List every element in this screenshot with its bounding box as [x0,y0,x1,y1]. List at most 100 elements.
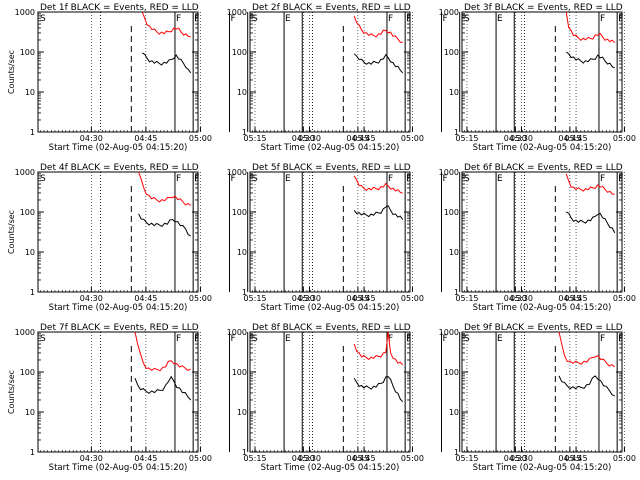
flag-label: E [497,174,503,184]
flag-label: F [600,174,605,184]
y-tick-label: 1 [242,288,247,297]
series-line-lld [353,332,404,366]
chart-panel-8: Det 8f BLACK = Events, RED = LLD11010010… [227,323,588,473]
series-line-events [353,376,404,403]
x-axis-label: Start Time (02-Aug-05 04:15:20) [261,303,400,313]
x-tick-label: 05:30 [298,454,321,463]
flag-label: F [194,334,199,344]
series-line-events [353,205,404,220]
y-tick-label: 10 [25,408,35,417]
flag-label: E [497,14,503,24]
flag-label: F [618,14,623,24]
flag-label: F [194,14,199,24]
y-tick-label: 1 [454,288,459,297]
plot-frame [249,171,411,293]
flag-label: S [40,174,46,184]
y-tick-label: 100 [444,48,459,57]
y-axis-label: Counts/sec [7,50,16,94]
flag-label: F [443,14,448,24]
series-line-events [141,52,192,74]
panel-title: Det 2f BLACK = Events, RED = LLD [252,3,411,13]
y-tick-label: 100 [20,208,35,217]
flag-label: F [176,174,181,184]
y-tick-label: 100 [444,368,459,377]
y-axis-label: Counts/sec [7,210,16,254]
y-tick-label: 1000 [439,8,459,17]
flag-label: F [249,174,254,184]
plot-frame [461,11,623,133]
panel-title: Det 3f BLACK = Events, RED = LLD [464,3,623,13]
chart-panel-1: Det 1f BLACK = Events, RED = LLD11010010… [7,3,376,153]
y-tick-label: 1000 [439,168,459,177]
x-tick-label: 05:00 [613,454,636,463]
x-tick-label: 05:45 [565,134,588,143]
chart-panel-2: Det 2f BLACK = Events, RED = LLD 1 10 100 10… [227,3,588,153]
flag-label: S [252,174,258,184]
series-line-lld [565,11,616,44]
plot-frame [37,11,199,133]
series-line-lld [558,331,616,368]
flag-label: F [461,174,466,184]
flag-label: S [252,334,258,344]
x-tick-label: 05:00 [189,294,212,303]
x-axis-label: Start Time (02-Aug-05 04:15:20) [473,463,612,473]
x-axis-label: Start Time (02-Aug-05 04:15:20) [473,143,612,153]
flag-label: F [388,14,393,24]
y-tick-label: 10 [25,248,35,257]
y-tick-label: 1000 [439,328,459,337]
y-tick-label: 10 [237,88,247,97]
flag-label: S [464,14,470,24]
y-tick-label: 1 [242,128,247,137]
panel-title: Det 7f BLACK = Events, RED = LLD [40,323,199,333]
chart-panel-3: Det 3f BLACK = Events, RED = LLD 1 10 100 10… [439,3,636,153]
panel-title: Det 9f BLACK = Events, RED = LLD [464,323,623,333]
flag-label: F [406,334,411,344]
y-tick-label: 1 [30,128,35,137]
flag-label: E [285,14,291,24]
y-tick-label: 1 [30,288,35,297]
flag-label: F [618,174,623,184]
x-tick-label: 05:45 [353,134,376,143]
y-tick-label: 1000 [15,328,35,337]
x-tick-label: 05:30 [298,294,321,303]
panel-title: Det 6f BLACK = Events, RED = LLD [464,163,623,173]
y-tick-label: 1000 [15,8,35,17]
x-tick-label: 04:30 [292,134,315,143]
x-tick-label: 04:30 [80,134,103,143]
flag-label: F [406,14,411,24]
flag-label: F [194,174,199,184]
series-line-events [565,51,615,69]
series-line-events [565,211,616,234]
x-tick-label: 05:15 [455,454,478,463]
flag-label: E [285,174,291,184]
flag-label: F [600,334,605,344]
x-tick-label: 05:45 [353,454,376,463]
x-tick-label: 04:30 [504,294,527,303]
x-axis-label: Start Time (02-Aug-05 04:15:20) [473,303,612,313]
y-tick-label: 100 [20,368,35,377]
flag-label: S [252,14,258,24]
flag-label: F [249,334,254,344]
chart-panel-6: Det 6f BLACK = Events, RED = LLD 1 10 100 10… [439,163,636,313]
y-tick-label: 10 [237,408,247,417]
x-tick-label: 05:30 [298,134,321,143]
series-line-lld [134,331,191,372]
flag-label: F [461,14,466,24]
x-tick-label: 05:30 [510,454,533,463]
x-tick-label: 04:30 [80,294,103,303]
flag-label: F [176,334,181,344]
x-tick-label: 05:15 [243,294,266,303]
x-axis-label: Start Time (02-Aug-05 04:15:20) [49,143,188,153]
x-tick-label: 04:45 [346,134,369,143]
y-tick-label: 1 [454,448,459,457]
flag-label: F [231,334,236,344]
series-line-lld [141,11,191,38]
y-tick-label: 1 [30,448,35,457]
flag-label: F [231,14,236,24]
plot-frame [249,331,411,453]
x-axis-label: Start Time (02-Aug-05 04:15:20) [261,143,400,153]
x-tick-label: 05:00 [401,294,424,303]
flag-label: E [497,334,503,344]
x-tick-label: 05:45 [353,294,376,303]
y-tick-label: 10 [25,88,35,97]
